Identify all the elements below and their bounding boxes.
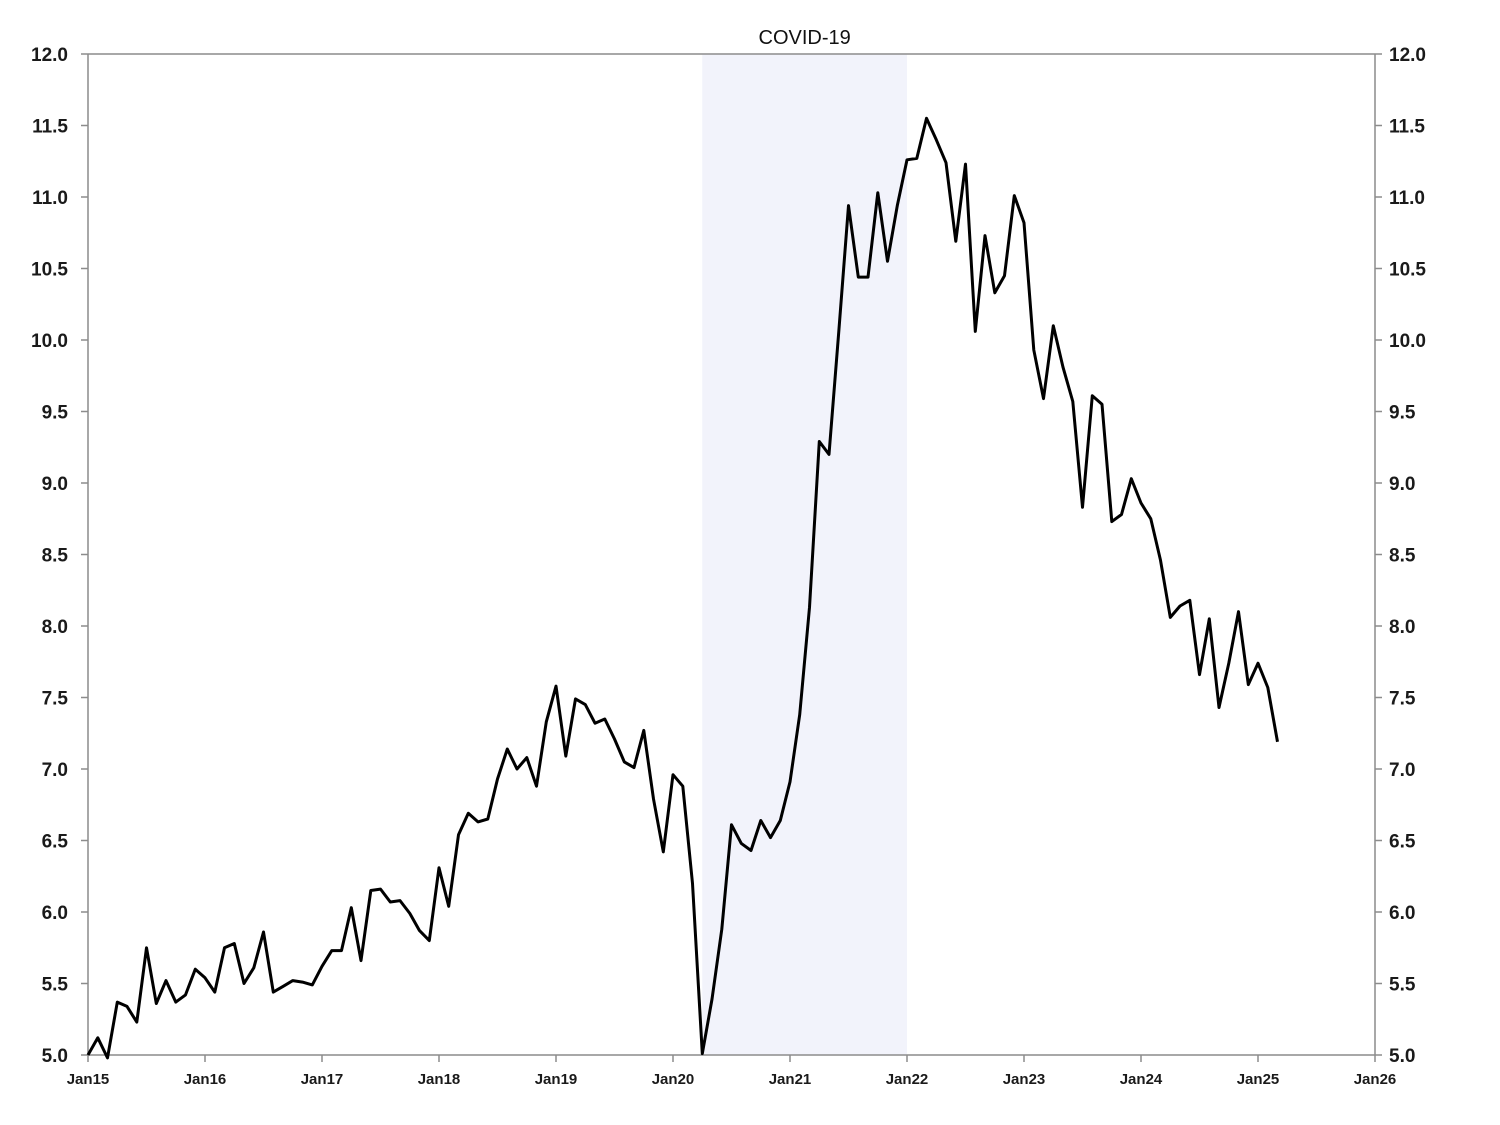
left-y-tick-label: 9.0 bbox=[42, 474, 68, 495]
right-y-tick-label: 10.5 bbox=[1389, 260, 1426, 281]
x-tick-label: Jan24 bbox=[1120, 1071, 1163, 1088]
right-y-tick-label: 11.5 bbox=[1389, 117, 1425, 138]
right-y-tick-label: 7.0 bbox=[1389, 760, 1415, 781]
x-tick-label: Jan17 bbox=[301, 1071, 344, 1088]
x-tick-label: Jan18 bbox=[418, 1071, 461, 1088]
x-tick-label: Jan19 bbox=[535, 1071, 578, 1088]
series-line bbox=[86, 116, 1279, 1060]
right-y-tick-label: 12.0 bbox=[1389, 45, 1426, 66]
right-y-tick-label: 10.0 bbox=[1389, 331, 1426, 352]
left-y-tick-label: 6.0 bbox=[42, 903, 68, 924]
right-y-tick-label: 6.5 bbox=[1389, 832, 1416, 853]
right-y-tick-label: 6.0 bbox=[1389, 903, 1415, 924]
shaded-region-label: COVID-19 bbox=[759, 27, 851, 49]
left-y-tick-label: 9.5 bbox=[42, 403, 69, 424]
x-tick-label: Jan15 bbox=[67, 1071, 110, 1088]
left-y-tick-label: 8.5 bbox=[42, 546, 69, 567]
right-y-tick-label: 7.5 bbox=[1389, 689, 1416, 710]
x-tick-label: Jan23 bbox=[1003, 1071, 1046, 1088]
right-y-tick-label: 11.0 bbox=[1389, 188, 1425, 209]
right-y-tick-label: 5.0 bbox=[1389, 1046, 1415, 1067]
covid-19-shaded-region bbox=[702, 54, 907, 1055]
right-y-tick-label: 9.5 bbox=[1389, 403, 1416, 424]
left-y-tick-label: 10.0 bbox=[31, 331, 68, 352]
x-tick-label: Jan20 bbox=[652, 1071, 695, 1088]
left-y-tick-label: 12.0 bbox=[31, 45, 68, 66]
right-y-tick-label: 9.0 bbox=[1389, 474, 1415, 495]
left-y-tick-label: 7.5 bbox=[42, 689, 69, 710]
right-y-tick-label: 8.0 bbox=[1389, 617, 1415, 638]
left-y-tick-label: 8.0 bbox=[42, 617, 68, 638]
x-tick-label: Jan25 bbox=[1237, 1071, 1280, 1088]
right-y-tick-label: 5.5 bbox=[1389, 975, 1416, 996]
x-tick-label: Jan16 bbox=[184, 1071, 227, 1088]
left-y-tick-label: 6.5 bbox=[42, 832, 69, 853]
x-tick-label: Jan22 bbox=[886, 1071, 929, 1088]
left-y-tick-label: 5.5 bbox=[42, 975, 69, 996]
left-y-tick-label: 10.5 bbox=[31, 260, 68, 281]
left-y-tick-label: 11.5 bbox=[32, 117, 68, 138]
x-tick-label: Jan21 bbox=[769, 1071, 812, 1088]
right-y-tick-label: 8.5 bbox=[1389, 546, 1416, 567]
left-y-tick-label: 11.0 bbox=[32, 188, 68, 209]
axes: 5.0 5.0 5.5 5.5 6.0 6.0 6.5 6.5 7.0 7.0 7.5 7.5 8.0 8… bbox=[31, 45, 1426, 1088]
x-tick-label: Jan26 bbox=[1354, 1071, 1397, 1088]
left-y-tick-label: 7.0 bbox=[42, 760, 68, 781]
left-y-tick-label: 5.0 bbox=[42, 1046, 68, 1067]
